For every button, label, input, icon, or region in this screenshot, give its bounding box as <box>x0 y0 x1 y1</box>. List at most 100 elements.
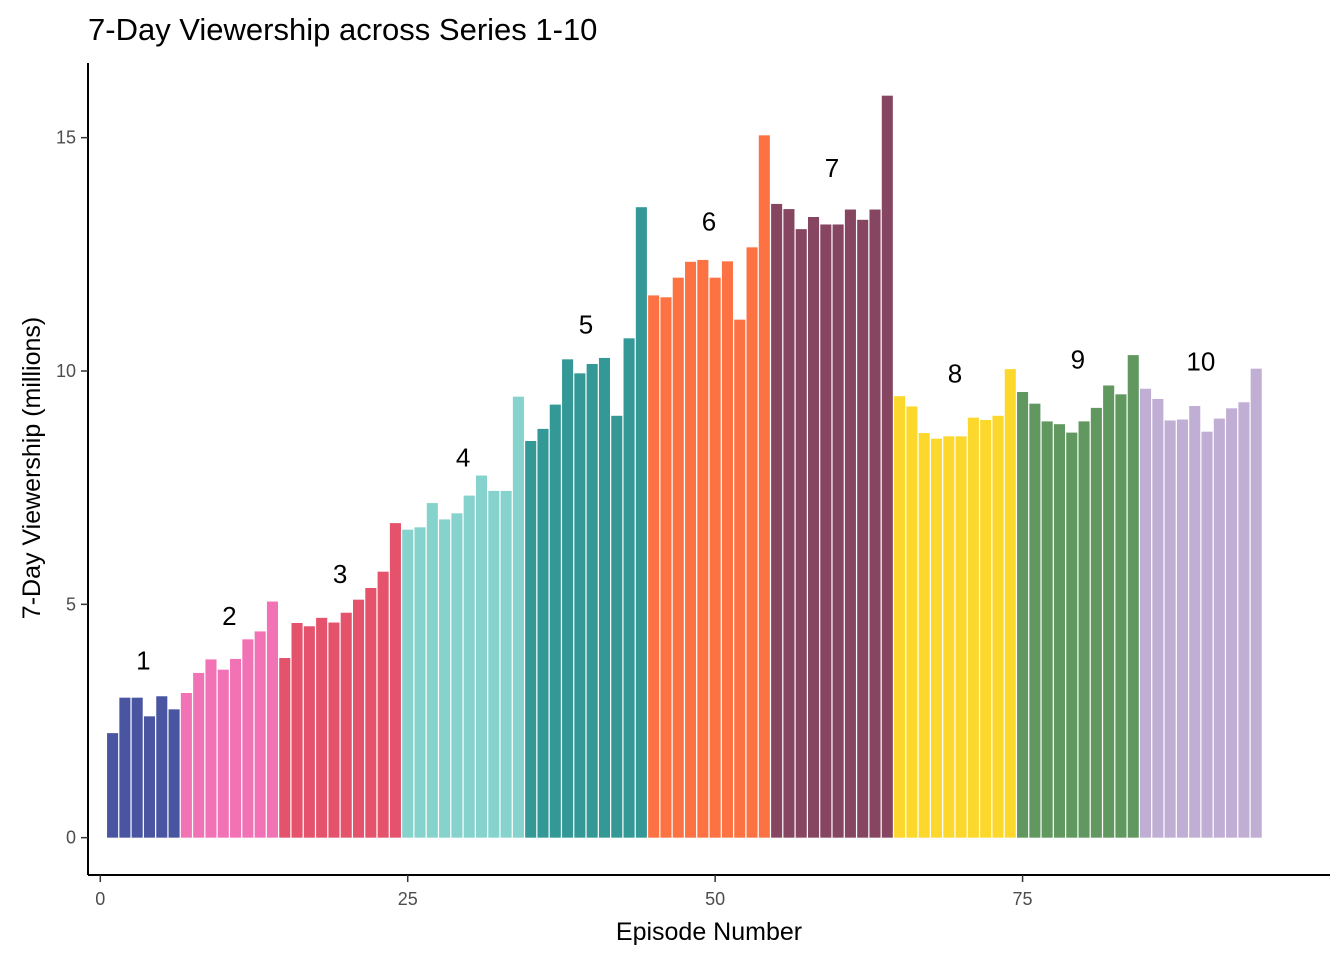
bar-series-5-episode-38 <box>562 359 574 838</box>
chart-title: 7-Day Viewership across Series 1-10 <box>88 12 597 47</box>
bar-series-10-episode-90 <box>1201 431 1213 838</box>
bar-series-6-episode-48 <box>685 261 697 838</box>
series-labels-group: 1 2 3 4 5 6 7 8 9 10 <box>136 153 1215 675</box>
bar-series-8-episode-66 <box>906 406 918 838</box>
bar-series-8-episode-74 <box>1004 369 1016 838</box>
bar-series-7-episode-57 <box>795 229 807 838</box>
bar-series-6-episode-45 <box>648 295 660 838</box>
bar-series-10-episode-91 <box>1213 418 1225 838</box>
bar-series-3-episode-16 <box>291 623 303 838</box>
bar-series-10-episode-92 <box>1226 408 1238 838</box>
bar-series-10-episode-87 <box>1164 420 1176 838</box>
bar-series-1-episode-4 <box>143 716 156 838</box>
bar-series-3-episode-24 <box>389 523 401 838</box>
bar-series-1-episode-1 <box>107 733 119 838</box>
bar-series-2-episode-12 <box>242 639 254 838</box>
bar-series-2-episode-7 <box>180 693 192 838</box>
bar-series-3-episode-17 <box>303 626 315 838</box>
bar-series-8-episode-70 <box>955 436 967 838</box>
series-label-5: 5 <box>579 309 593 339</box>
y-tick-label-15: 15 <box>56 128 76 148</box>
bar-series-7-episode-55 <box>771 203 783 838</box>
bar-series-9-episode-82 <box>1103 385 1115 838</box>
bar-series-10-episode-88 <box>1176 419 1188 838</box>
bar-series-5-episode-44 <box>635 207 647 838</box>
y-tick-label-10: 10 <box>56 361 76 381</box>
bar-series-3-episode-18 <box>316 617 328 838</box>
x-axis-title: Episode Number <box>616 918 802 946</box>
bar-series-4-episode-33 <box>500 490 512 838</box>
bar-series-7-episode-63 <box>869 209 881 838</box>
series-label-6: 6 <box>702 207 716 237</box>
bar-series-2-episode-13 <box>254 631 266 838</box>
bar-series-3-episode-20 <box>340 612 352 838</box>
bar-series-1-episode-5 <box>156 696 168 838</box>
bar-series-10-episode-85 <box>1140 388 1152 838</box>
bars-group <box>107 95 1262 838</box>
y-tick-label-5: 5 <box>66 594 76 614</box>
bar-series-9-episode-78 <box>1053 424 1065 838</box>
bar-series-6-episode-47 <box>672 277 684 838</box>
bar-series-4-episode-34 <box>512 396 524 838</box>
bar-series-3-episode-23 <box>377 571 389 838</box>
bar-series-5-episode-40 <box>586 364 598 838</box>
bar-series-5-episode-39 <box>574 373 586 838</box>
x-tick-label-50: 50 <box>705 889 725 909</box>
bar-series-4-episode-32 <box>488 490 500 838</box>
bar-series-6-episode-54 <box>758 135 770 838</box>
bar-series-9-episode-76 <box>1029 403 1041 838</box>
bar-series-9-episode-84 <box>1127 355 1139 838</box>
bar-series-8-episode-68 <box>930 438 943 838</box>
bar-series-1-episode-2 <box>119 697 131 838</box>
bar-series-4-episode-26 <box>414 527 426 838</box>
bar-series-9-episode-77 <box>1041 421 1053 838</box>
series-label-3: 3 <box>333 559 347 589</box>
bar-series-8-episode-73 <box>992 415 1004 838</box>
bar-series-10-episode-93 <box>1238 402 1250 838</box>
bar-series-7-episode-59 <box>820 224 832 838</box>
bar-series-3-episode-15 <box>279 658 291 838</box>
bar-series-4-episode-25 <box>402 529 414 838</box>
x-tick-label-75: 75 <box>1013 889 1033 909</box>
bar-series-7-episode-62 <box>857 219 869 838</box>
bar-series-5-episode-36 <box>537 428 549 838</box>
series-label-9: 9 <box>1071 344 1085 374</box>
bar-series-2-episode-9 <box>205 659 217 838</box>
x-tick-label-0: 0 <box>95 889 105 909</box>
bar-series-3-episode-21 <box>353 599 365 838</box>
bar-series-3-episode-19 <box>328 622 340 838</box>
bar-series-7-episode-60 <box>832 224 844 838</box>
bar-series-2-episode-8 <box>193 672 205 838</box>
bar-series-5-episode-42 <box>611 415 623 838</box>
series-label-2: 2 <box>222 601 236 631</box>
bar-series-6-episode-52 <box>734 319 746 838</box>
series-label-10: 10 <box>1186 347 1215 377</box>
bar-series-8-episode-72 <box>980 420 992 838</box>
series-label-1: 1 <box>136 645 150 675</box>
bar-series-5-episode-41 <box>598 357 611 838</box>
bar-series-6-episode-46 <box>660 297 672 838</box>
series-label-4: 4 <box>456 442 470 472</box>
bar-series-5-episode-35 <box>525 441 537 838</box>
y-axis-ticks: 0 5 10 15 <box>56 128 88 848</box>
series-label-7: 7 <box>825 153 839 183</box>
bar-series-2-episode-14 <box>266 601 278 838</box>
bar-series-1-episode-3 <box>131 697 143 838</box>
bar-series-9-episode-79 <box>1066 432 1078 838</box>
bar-series-3-episode-22 <box>365 588 377 838</box>
y-axis-title: 7-Day Viewership (millions) <box>18 317 46 619</box>
bar-series-7-episode-58 <box>807 217 820 838</box>
bar-series-7-episode-64 <box>881 95 893 838</box>
bar-series-4-episode-31 <box>475 475 488 838</box>
bar-series-8-episode-71 <box>967 417 979 838</box>
bar-series-5-episode-37 <box>549 404 561 838</box>
bar-series-10-episode-86 <box>1152 399 1164 838</box>
bar-series-4-episode-30 <box>463 495 475 838</box>
y-tick-label-0: 0 <box>66 828 76 848</box>
bar-series-8-episode-67 <box>918 433 930 838</box>
bar-series-2-episode-10 <box>217 669 229 838</box>
bar-series-2-episode-11 <box>230 658 242 838</box>
series-label-8: 8 <box>948 358 962 388</box>
bar-series-8-episode-69 <box>943 436 955 838</box>
